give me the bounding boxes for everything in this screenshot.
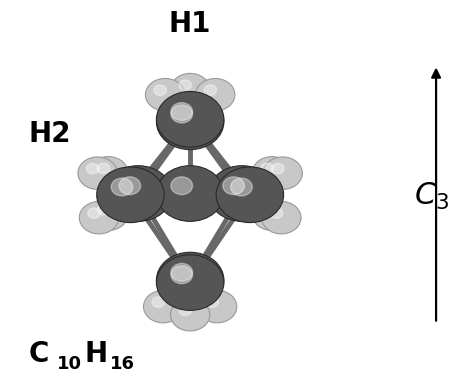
- Circle shape: [97, 205, 110, 215]
- Circle shape: [152, 297, 164, 307]
- Circle shape: [156, 252, 224, 308]
- Circle shape: [179, 305, 191, 316]
- Circle shape: [144, 290, 183, 323]
- Circle shape: [104, 166, 172, 221]
- Circle shape: [171, 263, 192, 281]
- Circle shape: [252, 198, 292, 230]
- Circle shape: [86, 163, 99, 174]
- Circle shape: [78, 157, 117, 189]
- Circle shape: [206, 297, 219, 307]
- Circle shape: [209, 166, 276, 221]
- Circle shape: [171, 177, 192, 195]
- Circle shape: [261, 205, 273, 215]
- Text: H1: H1: [169, 10, 211, 38]
- Text: $\mathit{C}_3$: $\mathit{C}_3$: [414, 180, 449, 212]
- Circle shape: [89, 198, 128, 230]
- Circle shape: [171, 105, 192, 123]
- Circle shape: [154, 85, 166, 95]
- Circle shape: [262, 201, 301, 234]
- Text: 16: 16: [109, 355, 135, 373]
- Circle shape: [263, 157, 302, 189]
- Circle shape: [179, 80, 191, 90]
- Circle shape: [223, 177, 245, 195]
- Circle shape: [171, 298, 210, 331]
- Circle shape: [88, 208, 100, 218]
- Circle shape: [171, 266, 192, 284]
- Circle shape: [196, 78, 235, 111]
- Circle shape: [146, 78, 185, 111]
- Circle shape: [272, 163, 284, 174]
- Circle shape: [156, 166, 224, 221]
- Circle shape: [231, 178, 252, 196]
- Circle shape: [204, 85, 217, 95]
- Circle shape: [156, 91, 224, 147]
- Text: 10: 10: [57, 355, 82, 373]
- Circle shape: [261, 163, 273, 174]
- Text: C: C: [28, 340, 49, 368]
- Circle shape: [111, 178, 133, 196]
- Circle shape: [198, 290, 237, 323]
- Circle shape: [252, 157, 292, 189]
- Circle shape: [216, 167, 283, 223]
- Circle shape: [156, 94, 224, 150]
- Circle shape: [270, 208, 283, 218]
- Circle shape: [89, 157, 128, 189]
- Circle shape: [97, 167, 164, 223]
- Circle shape: [119, 177, 141, 195]
- Circle shape: [79, 201, 118, 234]
- Text: H2: H2: [28, 120, 71, 148]
- Circle shape: [97, 163, 110, 174]
- Text: H: H: [85, 340, 108, 368]
- Circle shape: [171, 103, 192, 120]
- Circle shape: [156, 255, 224, 310]
- Circle shape: [171, 73, 210, 106]
